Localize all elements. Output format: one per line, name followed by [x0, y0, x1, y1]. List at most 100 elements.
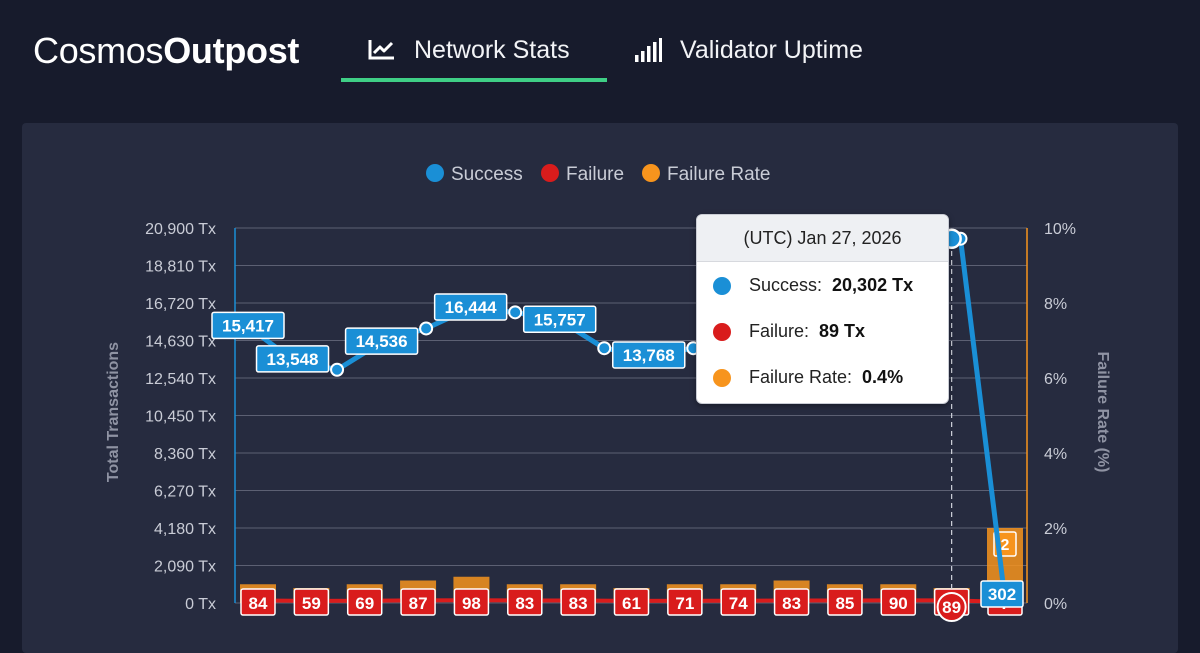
failure-label: 83 [569, 594, 588, 613]
active-tab-indicator [341, 78, 607, 82]
success-label-box [344, 327, 419, 355]
legend-success-label: Success [451, 164, 523, 185]
failure-dot-icon [713, 322, 731, 341]
y-tick-label: 2,090 Tx [154, 559, 216, 576]
y2-tick-label: 8% [1044, 296, 1067, 313]
failure-label-box [613, 588, 650, 616]
success-label-box [433, 293, 508, 321]
success-dot-icon [713, 276, 731, 295]
rate-dot-icon [713, 368, 731, 387]
failure-label: 87 [409, 594, 428, 613]
success-label-box [980, 580, 1024, 608]
success-label: 13,548 [267, 350, 319, 369]
failure-label-box [560, 588, 596, 616]
failure-label-box [880, 588, 917, 616]
tab-network-stats[interactable]: Network Stats [368, 36, 570, 82]
failure-label-box [346, 588, 383, 616]
y-tick-label: 10,450 Tx [145, 409, 216, 426]
failure-label: 85 [835, 594, 854, 613]
tooltip-rate-label: Failure Rate: [749, 367, 853, 387]
y-tick-label: 0 Tx [185, 596, 216, 613]
failure-label: 83 [515, 594, 534, 613]
failure-series: 84596987988383617174838590897 [240, 588, 1023, 616]
signal-bars-icon [635, 38, 662, 62]
failure-label-box [453, 588, 490, 616]
chart-legend: Success Failure Failure Rate [426, 164, 771, 185]
y2-tick-label: 4% [1044, 446, 1067, 463]
legend-failure-rate-label: Failure Rate [667, 164, 771, 185]
success-label-box [612, 341, 686, 369]
y2-tick-label: 2% [1044, 521, 1067, 538]
failure-label: 84 [249, 594, 268, 613]
y-tick-label: 16,720 Tx [145, 296, 216, 313]
top-nav: CosmosOutpost Network Stats Validator Up… [0, 0, 1200, 100]
success-label: 302 [988, 585, 1016, 604]
failure-label-box [400, 588, 436, 616]
failure-label-box [773, 588, 810, 616]
tooltip-row-rate: Failure Rate: 0.4% [713, 367, 903, 388]
tab-validator-uptime-label: Validator Uptime [680, 36, 863, 64]
success-label: 16,444 [445, 298, 498, 317]
failure-label: 61 [622, 594, 641, 613]
y-tick-label: 8,360 Tx [154, 446, 216, 463]
y-tick-label: 6,270 Tx [154, 484, 216, 501]
success-point [508, 305, 523, 320]
success-point [597, 341, 612, 356]
legend-failure-rate-dot [642, 164, 660, 182]
failure-label: 90 [889, 594, 908, 613]
failure-label-box [827, 588, 863, 616]
y-tick-label: 18,810 Tx [145, 259, 216, 276]
y2-tick-label: 6% [1044, 371, 1067, 388]
failure-label: 83 [782, 594, 801, 613]
hovered-failure-label: 89 [942, 598, 961, 617]
tab-validator-uptime[interactable]: Validator Uptime [634, 36, 863, 82]
legend-failure-label: Failure [566, 164, 624, 185]
y-tick-label: 12,540 Tx [145, 371, 216, 388]
tooltip-success-label: Success: [749, 275, 823, 295]
y-tick-label: 14,630 Tx [145, 334, 216, 351]
failure-label-box [720, 588, 756, 616]
legend-failure-dot [541, 164, 559, 182]
failure-label-box [507, 588, 543, 616]
failure-label-box [240, 588, 276, 616]
failure-label: 59 [302, 594, 321, 613]
y-axis-title: Total Transactions [105, 342, 122, 482]
tooltip-failure-value: 89 Tx [819, 321, 866, 341]
y-tick-label: 20,900 Tx [145, 221, 216, 238]
line-chart-icon [368, 40, 394, 60]
app-logo[interactable]: CosmosOutpost [33, 30, 299, 72]
success-point [419, 321, 434, 336]
chart-extras: 89 [936, 228, 967, 622]
chart-axes: 0 Tx 2,090 Tx 4,180 Tx 6,270 Tx 8,360 Tx 10,4… [105, 221, 1111, 613]
success-label-box [211, 311, 285, 340]
rate-label: 2 [1001, 537, 1010, 554]
logo-light-text: Cosmos [33, 30, 164, 71]
tooltip-row-success: Success: 20,302 Tx [713, 275, 913, 296]
success-label: 14,536 [356, 332, 408, 351]
chart-tooltip: (UTC) Jan 27, 2026 Success: 20,302 Tx Fa… [696, 214, 949, 404]
logo-bold-text: Outpost [163, 30, 300, 71]
success-label: 13,768 [623, 346, 675, 365]
tooltip-failure-label: Failure: [749, 321, 810, 341]
chart-card [22, 123, 1178, 653]
legend-success-dot [426, 164, 444, 182]
y2-tick-label: 0% [1044, 596, 1067, 613]
tab-network-stats-label: Network Stats [414, 36, 570, 64]
y2-tick-label: 10% [1044, 221, 1076, 238]
tooltip-success-value: 20,302 Tx [832, 275, 914, 295]
failure-label-box [667, 588, 703, 616]
success-label: 15,757 [534, 310, 586, 329]
hovered-failure-point [936, 592, 967, 622]
failure-label: 98 [462, 594, 481, 613]
success-label-box [255, 345, 330, 373]
tooltip-rate-value: 0.4% [862, 367, 904, 387]
y-tick-label: 4,180 Tx [154, 521, 216, 538]
tooltip-row-failure: Failure: 89 Tx [713, 321, 865, 342]
failure-label: 74 [729, 594, 748, 613]
tooltip-title: (UTC) Jan 27, 2026 [697, 215, 948, 262]
success-point [330, 362, 345, 377]
success-label-box [522, 305, 597, 334]
y2-axis-title: Failure Rate (%) [1094, 352, 1111, 473]
failure-label: 71 [675, 594, 694, 613]
